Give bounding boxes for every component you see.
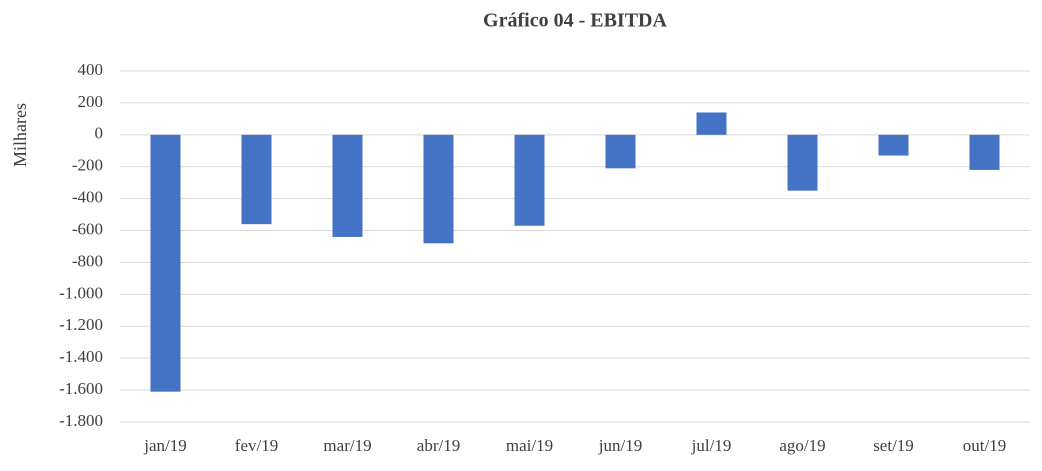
y-tick-label: -1.400 xyxy=(59,347,103,366)
x-tick-label: out/19 xyxy=(963,436,1006,455)
y-tick-label: -1.000 xyxy=(59,283,103,302)
x-tick-label: mar/19 xyxy=(323,436,371,455)
bar xyxy=(605,134,636,169)
bar xyxy=(241,134,272,225)
x-tick-label: jul/19 xyxy=(691,436,732,455)
y-tick-label: -1.800 xyxy=(59,411,103,430)
x-tick-label: jun/19 xyxy=(598,436,642,455)
bar xyxy=(514,134,545,226)
bar xyxy=(787,134,818,191)
y-tick-label: -1.600 xyxy=(59,379,103,398)
x-tick-label: fev/19 xyxy=(235,436,278,455)
bar xyxy=(423,134,454,244)
y-axis-label: Milhares xyxy=(10,103,30,167)
x-tick-label: abr/19 xyxy=(417,436,460,455)
bar xyxy=(969,134,1000,170)
y-tick-label: -200 xyxy=(72,156,103,175)
y-tick-label: -800 xyxy=(72,251,103,270)
y-tick-label: -600 xyxy=(72,219,103,238)
y-tick-label: 0 xyxy=(95,124,104,143)
x-tick-label: mai/19 xyxy=(506,436,553,455)
y-tick-label: 400 xyxy=(78,60,104,79)
bar xyxy=(878,134,909,156)
x-tick-label: ago/19 xyxy=(779,436,825,455)
bar xyxy=(696,112,727,135)
y-tick-label: -400 xyxy=(72,188,103,207)
bar xyxy=(150,134,181,392)
x-tick-label: jan/19 xyxy=(143,436,187,455)
x-tick-label: set/19 xyxy=(873,436,914,455)
chart-title: Gráfico 04 - EBITDA xyxy=(483,10,667,32)
bar xyxy=(332,134,363,237)
y-tick-label: -1.200 xyxy=(59,315,103,334)
y-tick-label: 200 xyxy=(78,92,104,111)
